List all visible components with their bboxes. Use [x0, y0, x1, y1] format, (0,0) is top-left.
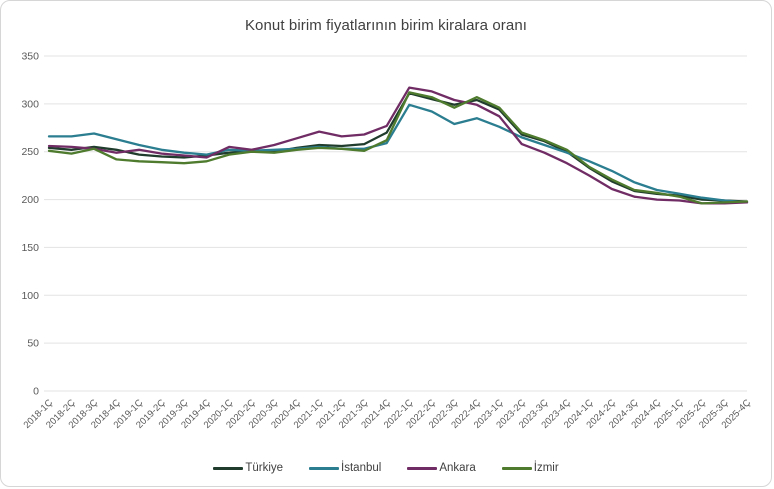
- legend-swatch-istanbul: [309, 466, 340, 470]
- series-line-ankara: [47, 86, 749, 205]
- y-axis-tick-label: 200: [21, 194, 39, 206]
- y-axis-tick-label: 250: [21, 146, 39, 158]
- legend-label-izmir: İzmir: [533, 462, 559, 474]
- chart-title: Konut birim fiyatlarının birim kiralara …: [244, 17, 528, 34]
- legend-swatch-izmir: [501, 466, 532, 470]
- legend-item-istanbul: İstanbul: [309, 462, 381, 474]
- chart-legend: Türkiye İstanbul Ankara İzmir: [1, 462, 771, 474]
- y-axis-tick-label: 300: [21, 98, 39, 110]
- legend-label-ankara: Ankara: [439, 462, 476, 474]
- series-line-izmir: [47, 91, 749, 205]
- y-axis-tick-label: 100: [21, 290, 39, 302]
- y-axis-tick-label: 350: [21, 51, 39, 63]
- series-line-istanbul: [47, 103, 749, 204]
- legend-item-ankara: Ankara: [407, 462, 476, 474]
- y-axis-tick-label: 150: [21, 242, 39, 254]
- y-axis-tick-label: 0: [33, 386, 39, 398]
- legend-item-izmir: İzmir: [501, 462, 559, 474]
- legend-item-turkiye: Türkiye: [213, 462, 283, 474]
- y-axis-tick-label: 50: [27, 338, 39, 350]
- legend-label-turkiye: Türkiye: [245, 462, 284, 474]
- legend-swatch-ankara: [407, 466, 438, 470]
- legend-label-istanbul: İstanbul: [341, 462, 382, 474]
- legend-swatch-turkiye: [213, 466, 244, 470]
